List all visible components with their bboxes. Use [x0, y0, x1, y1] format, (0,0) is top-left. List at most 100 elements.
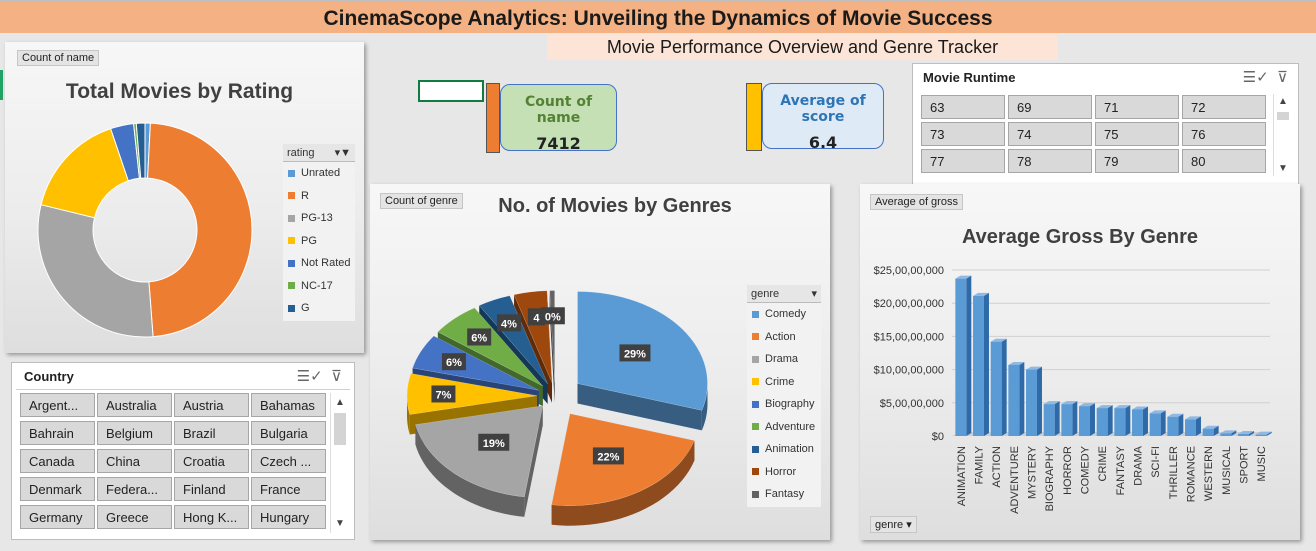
runtime-slicer-item[interactable]: 69	[1008, 95, 1092, 119]
bar[interactable]	[1096, 408, 1108, 436]
multi-select-icon[interactable]: ☰✓	[1242, 69, 1269, 86]
count-of-genre-field-button[interactable]: Count of genre	[380, 193, 463, 209]
x-tick-label: DRAMA	[1133, 445, 1145, 485]
clear-filter-icon[interactable]: ⊽	[1277, 69, 1288, 86]
doughnut-slice[interactable]	[37, 204, 154, 338]
scroll-down-icon[interactable]: ▼	[335, 518, 345, 529]
doughnut-slice[interactable]	[147, 122, 253, 338]
rating-legend-item[interactable]: PG-13	[283, 207, 355, 230]
rating-legend[interactable]: rating ▾▼ Unrated R PG-13 PG Not Rated NC-17 G	[283, 144, 355, 321]
doughnut-slice[interactable]	[135, 122, 146, 179]
selected-cell[interactable]	[418, 80, 484, 102]
genre-legend-item[interactable]: Drama	[747, 348, 821, 371]
pie-slice[interactable]	[412, 335, 539, 391]
genre-legend-item[interactable]: Horror	[747, 461, 821, 484]
runtime-slicer-item[interactable]: 74	[1008, 122, 1092, 146]
rating-legend-item[interactable]: NC-17	[283, 275, 355, 298]
filter-icon[interactable]: ▾▼	[334, 147, 351, 159]
scroll-down-icon[interactable]: ▼	[1278, 163, 1288, 174]
bar[interactable]	[1220, 433, 1232, 436]
runtime-slicer-item[interactable]: 80	[1182, 149, 1266, 173]
multi-select-icon[interactable]: ☰✓	[296, 368, 323, 385]
runtime-slicer-item[interactable]: 76	[1182, 122, 1266, 146]
genre-legend-item[interactable]: Crime	[747, 371, 821, 394]
country-slicer-item[interactable]: Bahrain	[20, 421, 95, 445]
bar[interactable]	[973, 295, 984, 436]
runtime-slicer-item[interactable]: 72	[1182, 95, 1266, 119]
bar[interactable]	[1238, 434, 1249, 436]
country-slicer-item[interactable]: Federa...	[97, 477, 172, 501]
genre-legend-item[interactable]: Fantasy	[747, 483, 821, 506]
country-slicer-item[interactable]: Finland	[174, 477, 249, 501]
country-scrollbar[interactable]: ▲ ▼	[330, 393, 350, 533]
country-slicer-item[interactable]: Czech ...	[251, 449, 326, 473]
runtime-slicer-item[interactable]: 71	[1095, 95, 1179, 119]
bar[interactable]	[990, 341, 1002, 436]
scroll-up-icon[interactable]: ▲	[335, 397, 345, 408]
country-slicer-item[interactable]: Hong K...	[174, 505, 249, 529]
count-of-name-field-button[interactable]: Count of name	[17, 50, 100, 66]
bar[interactable]	[1202, 428, 1214, 436]
genre-legend-item[interactable]: Adventure	[747, 416, 821, 439]
rating-legend-item[interactable]: G	[283, 297, 355, 320]
country-slicer-item[interactable]: France	[251, 477, 326, 501]
runtime-scrollbar[interactable]: ▲ ▼	[1273, 94, 1293, 176]
dropdown-icon[interactable]: ▾	[811, 288, 817, 300]
bar[interactable]	[1114, 408, 1126, 436]
rating-legend-item[interactable]: PG	[283, 230, 355, 253]
country-slicer-item[interactable]: Hungary	[251, 505, 326, 529]
rating-legend-item[interactable]: Not Rated	[283, 252, 355, 275]
bar[interactable]	[1043, 404, 1055, 436]
genre-legend-item[interactable]: Biography	[747, 393, 821, 416]
clear-filter-icon[interactable]: ⊽	[331, 368, 342, 385]
bar[interactable]	[1132, 409, 1143, 436]
x-tick-label: FAMILY	[974, 445, 986, 484]
bar[interactable]	[1185, 419, 1196, 436]
rating-legend-item[interactable]: Unrated	[283, 162, 355, 185]
country-slicer-item[interactable]: Croatia	[174, 449, 249, 473]
runtime-slicer-item[interactable]: 78	[1008, 149, 1092, 173]
average-of-gross-field-button[interactable]: Average of gross	[870, 194, 963, 210]
genre-legend-item[interactable]: Action	[747, 326, 821, 349]
pie-slice[interactable]	[415, 405, 544, 498]
scroll-up-icon[interactable]: ▲	[1278, 96, 1288, 107]
bar[interactable]	[1008, 364, 1020, 436]
runtime-slicer-item[interactable]: 75	[1095, 122, 1179, 146]
bar[interactable]	[1079, 406, 1090, 436]
runtime-slicer-item[interactable]: 63	[921, 95, 1005, 119]
genre-chart-panel[interactable]: Count of genre No. of Movies by Genres 2…	[370, 184, 830, 540]
country-slicer-item[interactable]: Bulgaria	[251, 421, 326, 445]
genre-legend-item[interactable]: Animation	[747, 438, 821, 461]
runtime-slicer-item[interactable]: 77	[921, 149, 1005, 173]
country-slicer-item[interactable]: Australia	[97, 393, 172, 417]
runtime-slicer-item[interactable]: 73	[921, 122, 1005, 146]
rating-legend-item[interactable]: R	[283, 185, 355, 208]
bar[interactable]	[1255, 434, 1267, 436]
bar[interactable]	[1149, 413, 1161, 436]
country-slicer-item[interactable]: China	[97, 449, 172, 473]
gross-chart-panel[interactable]: Average of gross Average Gross By Genre …	[860, 184, 1300, 540]
country-slicer-item[interactable]: Greece	[97, 505, 172, 529]
bar[interactable]	[1061, 404, 1073, 436]
legend-swatch	[752, 468, 759, 476]
country-slicer-item[interactable]: Bahamas	[251, 393, 326, 417]
runtime-slicer-item[interactable]: 79	[1095, 149, 1179, 173]
genre-legend-item[interactable]: Comedy	[747, 303, 821, 326]
pie-slice[interactable]	[478, 295, 548, 384]
country-slicer-item[interactable]: Belgium	[97, 421, 172, 445]
genre-filter-button[interactable]: genre ▾	[870, 516, 917, 533]
country-slicer-item[interactable]: Canada	[20, 449, 95, 473]
bar[interactable]	[1167, 416, 1179, 436]
country-slicer-item[interactable]: Denmark	[20, 477, 95, 501]
genre-legend[interactable]: genre ▾ Comedy Action Drama Crime Biography Ad…	[747, 285, 821, 507]
bar[interactable]	[955, 278, 967, 436]
pie-slice[interactable]	[437, 307, 543, 387]
country-slicer-item[interactable]: Germany	[20, 505, 95, 529]
bar-side	[1248, 431, 1254, 436]
country-slicer-item[interactable]: Austria	[174, 393, 249, 417]
country-slicer-item[interactable]: Argent...	[20, 393, 95, 417]
pie-slice[interactable]	[406, 373, 538, 415]
bar[interactable]	[1026, 369, 1037, 436]
rating-chart-panel[interactable]: Count of name Total Movies by Rating rat…	[5, 42, 364, 353]
country-slicer-item[interactable]: Brazil	[174, 421, 249, 445]
